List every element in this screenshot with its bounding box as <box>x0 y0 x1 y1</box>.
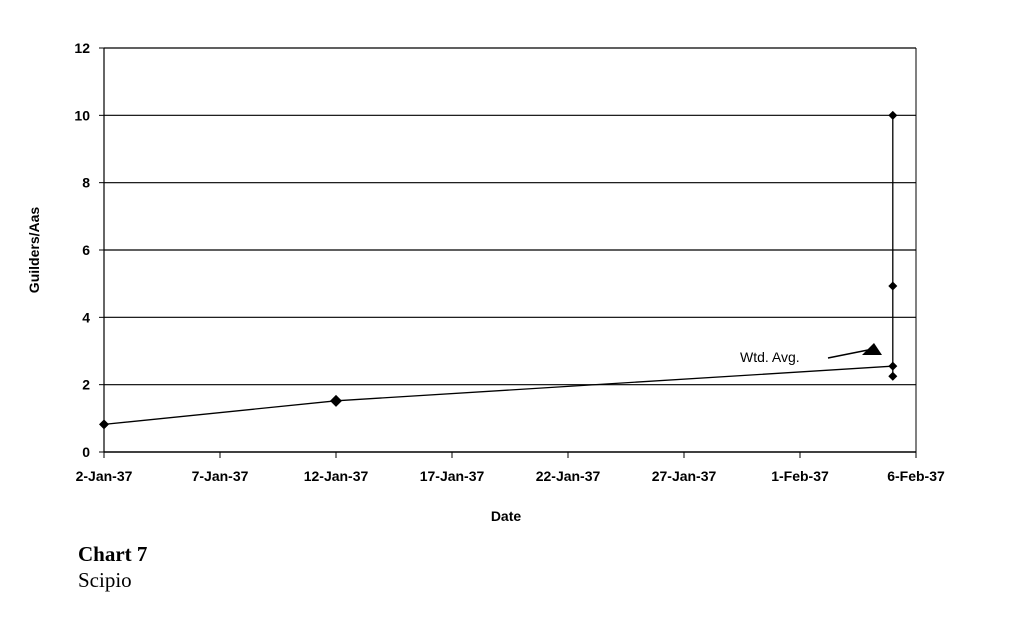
y-tick-label: 0 <box>82 444 90 460</box>
x-tick-label: 12-Jan-37 <box>304 468 369 484</box>
wtd-avg-annotation: Wtd. Avg. <box>740 349 800 365</box>
y-tick-label: 6 <box>82 242 90 258</box>
data-point <box>888 371 898 381</box>
x-tick-label: 2-Jan-37 <box>76 468 133 484</box>
y-tick-label: 8 <box>82 175 90 191</box>
data-point <box>330 394 342 407</box>
data-point <box>888 281 898 291</box>
y-axis-label: Guilders/Aas <box>26 207 42 294</box>
data-point <box>888 110 898 120</box>
y-tick-label: 10 <box>74 107 90 123</box>
wtd-avg-line <box>103 365 893 426</box>
x-tick-label: 7-Jan-37 <box>192 468 249 484</box>
x-axis-label: Date <box>491 508 522 524</box>
caption-subtitle: Scipio <box>78 568 132 592</box>
annotation-arrow-line <box>827 349 869 359</box>
data-point <box>888 361 898 371</box>
x-tick-label: 1-Feb-37 <box>771 468 829 484</box>
y-tick-label: 2 <box>82 377 90 393</box>
data-point <box>99 419 109 430</box>
caption-title: Chart 7 <box>78 542 148 566</box>
y-tick-label: 12 <box>74 40 90 56</box>
y-tick-label: 4 <box>82 309 90 325</box>
x-tick-label: 22-Jan-37 <box>536 468 601 484</box>
x-tick-label: 27-Jan-37 <box>652 468 717 484</box>
annotation-arrowhead <box>862 343 882 355</box>
x-tick-label: 17-Jan-37 <box>420 468 485 484</box>
x-tick-label: 6-Feb-37 <box>887 468 945 484</box>
